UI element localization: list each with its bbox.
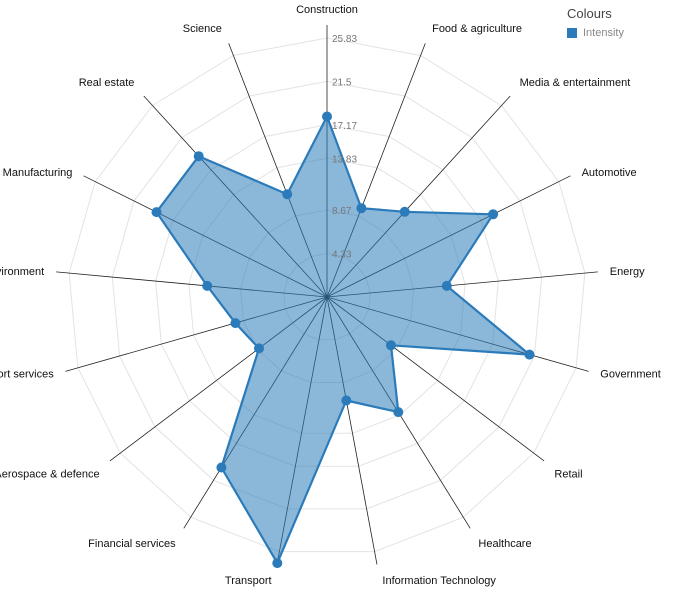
category-label: Real estate — [79, 77, 135, 89]
tick-label: 17.17 — [332, 121, 357, 132]
category-label: Financial services — [88, 538, 176, 550]
data-point[interactable] — [272, 558, 283, 569]
data-point[interactable] — [202, 280, 213, 291]
category-label: Healthcare — [478, 538, 531, 550]
category-label: Environment — [0, 266, 44, 278]
category-label: Energy — [610, 266, 645, 278]
category-label: Construction — [296, 4, 358, 16]
category-label: Support services — [0, 369, 54, 381]
data-point[interactable] — [356, 203, 367, 214]
grid-ring — [111, 80, 543, 510]
data-point[interactable] — [399, 206, 410, 217]
data-point[interactable] — [393, 407, 404, 418]
tick-label: 21.5 — [332, 77, 352, 88]
tick-label: 25.83 — [332, 34, 357, 45]
category-label: Aerospace & defence — [0, 469, 100, 481]
legend-title: Colours — [567, 6, 612, 21]
legend: Colours Intensity — [567, 6, 624, 39]
data-point[interactable] — [216, 462, 227, 473]
data-point[interactable] — [193, 151, 204, 162]
legend-item-intensity[interactable]: Intensity — [567, 27, 624, 39]
category-label: Media & entertainment — [520, 77, 631, 89]
category-label: Information Technology — [382, 575, 496, 587]
series-area-intensity — [155, 115, 531, 565]
grid-ring — [68, 37, 586, 553]
category-label: Government — [600, 369, 661, 381]
data-point[interactable] — [386, 340, 396, 351]
data-point[interactable] — [230, 318, 241, 329]
category-label: Food & agriculture — [432, 23, 522, 35]
radar-points — [151, 111, 535, 569]
data-point[interactable] — [254, 343, 264, 354]
data-point[interactable] — [322, 111, 332, 122]
data-point[interactable] — [282, 189, 293, 200]
radar-series — [155, 115, 531, 565]
category-label: Transport — [225, 575, 272, 587]
category-label: Retail — [554, 469, 582, 481]
data-point[interactable] — [488, 209, 499, 220]
category-label: Science — [183, 23, 222, 35]
data-point[interactable] — [441, 280, 452, 291]
legend-swatch — [567, 28, 577, 38]
tick-label: 8.67 — [332, 206, 352, 217]
data-point[interactable] — [341, 395, 352, 406]
data-point[interactable] — [524, 349, 535, 360]
legend-label: Intensity — [583, 27, 624, 39]
category-label: Manufacturing — [3, 167, 73, 179]
category-labels: Construction Food & agriculture Media & en… — [0, 4, 661, 587]
tick-label: 4.33 — [332, 250, 352, 261]
category-label: Automotive — [582, 167, 637, 179]
tick-label: 13.83 — [332, 154, 357, 165]
data-point[interactable] — [151, 207, 162, 218]
radial-tick-labels: 4.33 8.67 13.83 17.17 21.5 25.83 — [332, 34, 357, 261]
